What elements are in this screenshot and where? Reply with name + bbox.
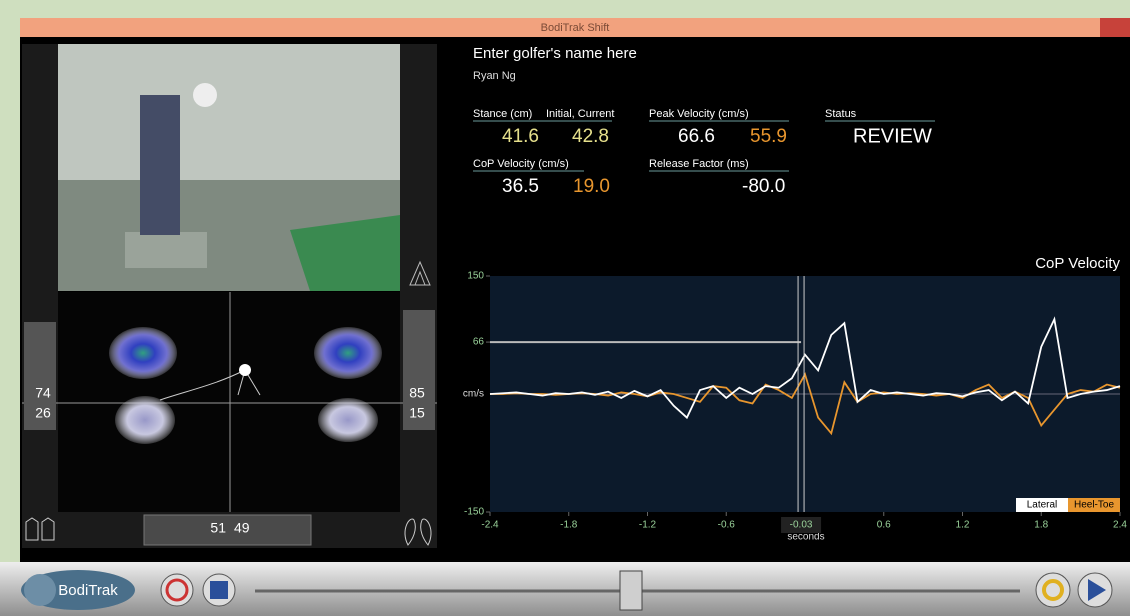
metric-label: Stance (cm) [473, 108, 532, 120]
hand-icon[interactable] [25, 517, 55, 541]
x-tick-label: 0.6 [877, 520, 891, 531]
left-top-percent: 74 [35, 385, 51, 401]
replay-icon [1042, 579, 1064, 601]
x-tick-label: 2.4 [1113, 520, 1127, 531]
left-gauge [24, 322, 56, 430]
right-column [400, 44, 437, 548]
right-top-percent: 85 [409, 385, 425, 401]
metric-value: 36.5 [502, 176, 539, 197]
mirror-icon[interactable] [409, 260, 431, 286]
x-tick-label: -2.4 [481, 520, 499, 531]
cursor-label-box [781, 517, 822, 533]
save-icon [210, 581, 228, 599]
cursor-label: -0.03 [790, 520, 813, 531]
metric-sublabel: Initial, Current [546, 108, 614, 120]
video-mat [125, 232, 207, 268]
video-turf [290, 215, 400, 291]
legend-label: Heel-Toe [1074, 500, 1114, 511]
metric-value: 66.6 [678, 126, 715, 147]
video-golfer-head [193, 83, 217, 107]
split-right: 49 [234, 520, 250, 536]
x-axis-label: seconds [787, 532, 824, 543]
play-icon [1088, 579, 1106, 601]
pressure-blob [318, 398, 378, 442]
pressure-blob [115, 396, 175, 444]
split-box [143, 514, 312, 546]
close-button[interactable] [1100, 18, 1130, 37]
window-title: BodiTrak Shift [541, 22, 610, 34]
metric-label: Peak Velocity (cm/s) [649, 108, 749, 120]
legend-label: Lateral [1027, 500, 1058, 511]
left-column [22, 44, 58, 548]
chart-title: CoP Velocity [1035, 255, 1120, 272]
metrics: Stance (cm) Initial, Current 41.6 42.8 P… [473, 108, 935, 197]
logo-text: BodiTrak [58, 582, 118, 599]
right-gauge [403, 310, 435, 430]
chart: cm/s 150 66 -150 -2.4 -1.8 -1.2 -0.6 0.6 1.2 1.8 2.… [463, 271, 1127, 543]
y-tick-label: 150 [467, 271, 484, 282]
slider-thumb[interactable] [619, 570, 643, 611]
feet-icon[interactable] [404, 518, 432, 546]
metric-value: -80.0 [742, 176, 785, 197]
metric-label: Release Factor (ms) [649, 158, 749, 170]
legend-swatch [1016, 498, 1068, 512]
pressure-blob [314, 327, 382, 379]
split-left: 51 [210, 520, 226, 536]
metric-value: 55.9 [750, 126, 787, 147]
metric-value: 42.8 [572, 126, 609, 147]
x-tick-label: 1.8 [1034, 520, 1048, 531]
replay-button[interactable] [1035, 572, 1071, 608]
x-tick-label: 1.2 [956, 520, 970, 531]
pressure-blob [109, 327, 177, 379]
status-value: REVIEW [853, 125, 932, 147]
metric-label: Status [825, 108, 857, 120]
logo-icon [24, 574, 56, 606]
metric-value: 41.6 [502, 126, 539, 147]
x-tick-label: -1.2 [639, 520, 657, 531]
legend-swatch [1068, 498, 1120, 512]
series-line [489, 316, 1121, 420]
title-bar [20, 18, 1130, 37]
right-bottom-percent: 15 [409, 405, 425, 421]
x-tick-label: -0.6 [718, 520, 736, 531]
y-tick-label: 66 [473, 337, 485, 348]
x-tick-label: -1.8 [560, 520, 578, 531]
metric-label: CoP Velocity (cm/s) [473, 158, 569, 170]
y-tick-label: -150 [464, 507, 484, 518]
y-axis-label: cm/s [463, 389, 484, 400]
clear-icon [165, 578, 189, 602]
video-golfer [140, 95, 180, 235]
cop-point [239, 364, 251, 376]
golfer-prompt[interactable]: Enter golfer's name here [473, 45, 637, 62]
metric-value: 19.0 [573, 176, 610, 197]
golfer-name: Ryan Ng [473, 70, 516, 82]
left-bottom-percent: 26 [35, 405, 51, 421]
